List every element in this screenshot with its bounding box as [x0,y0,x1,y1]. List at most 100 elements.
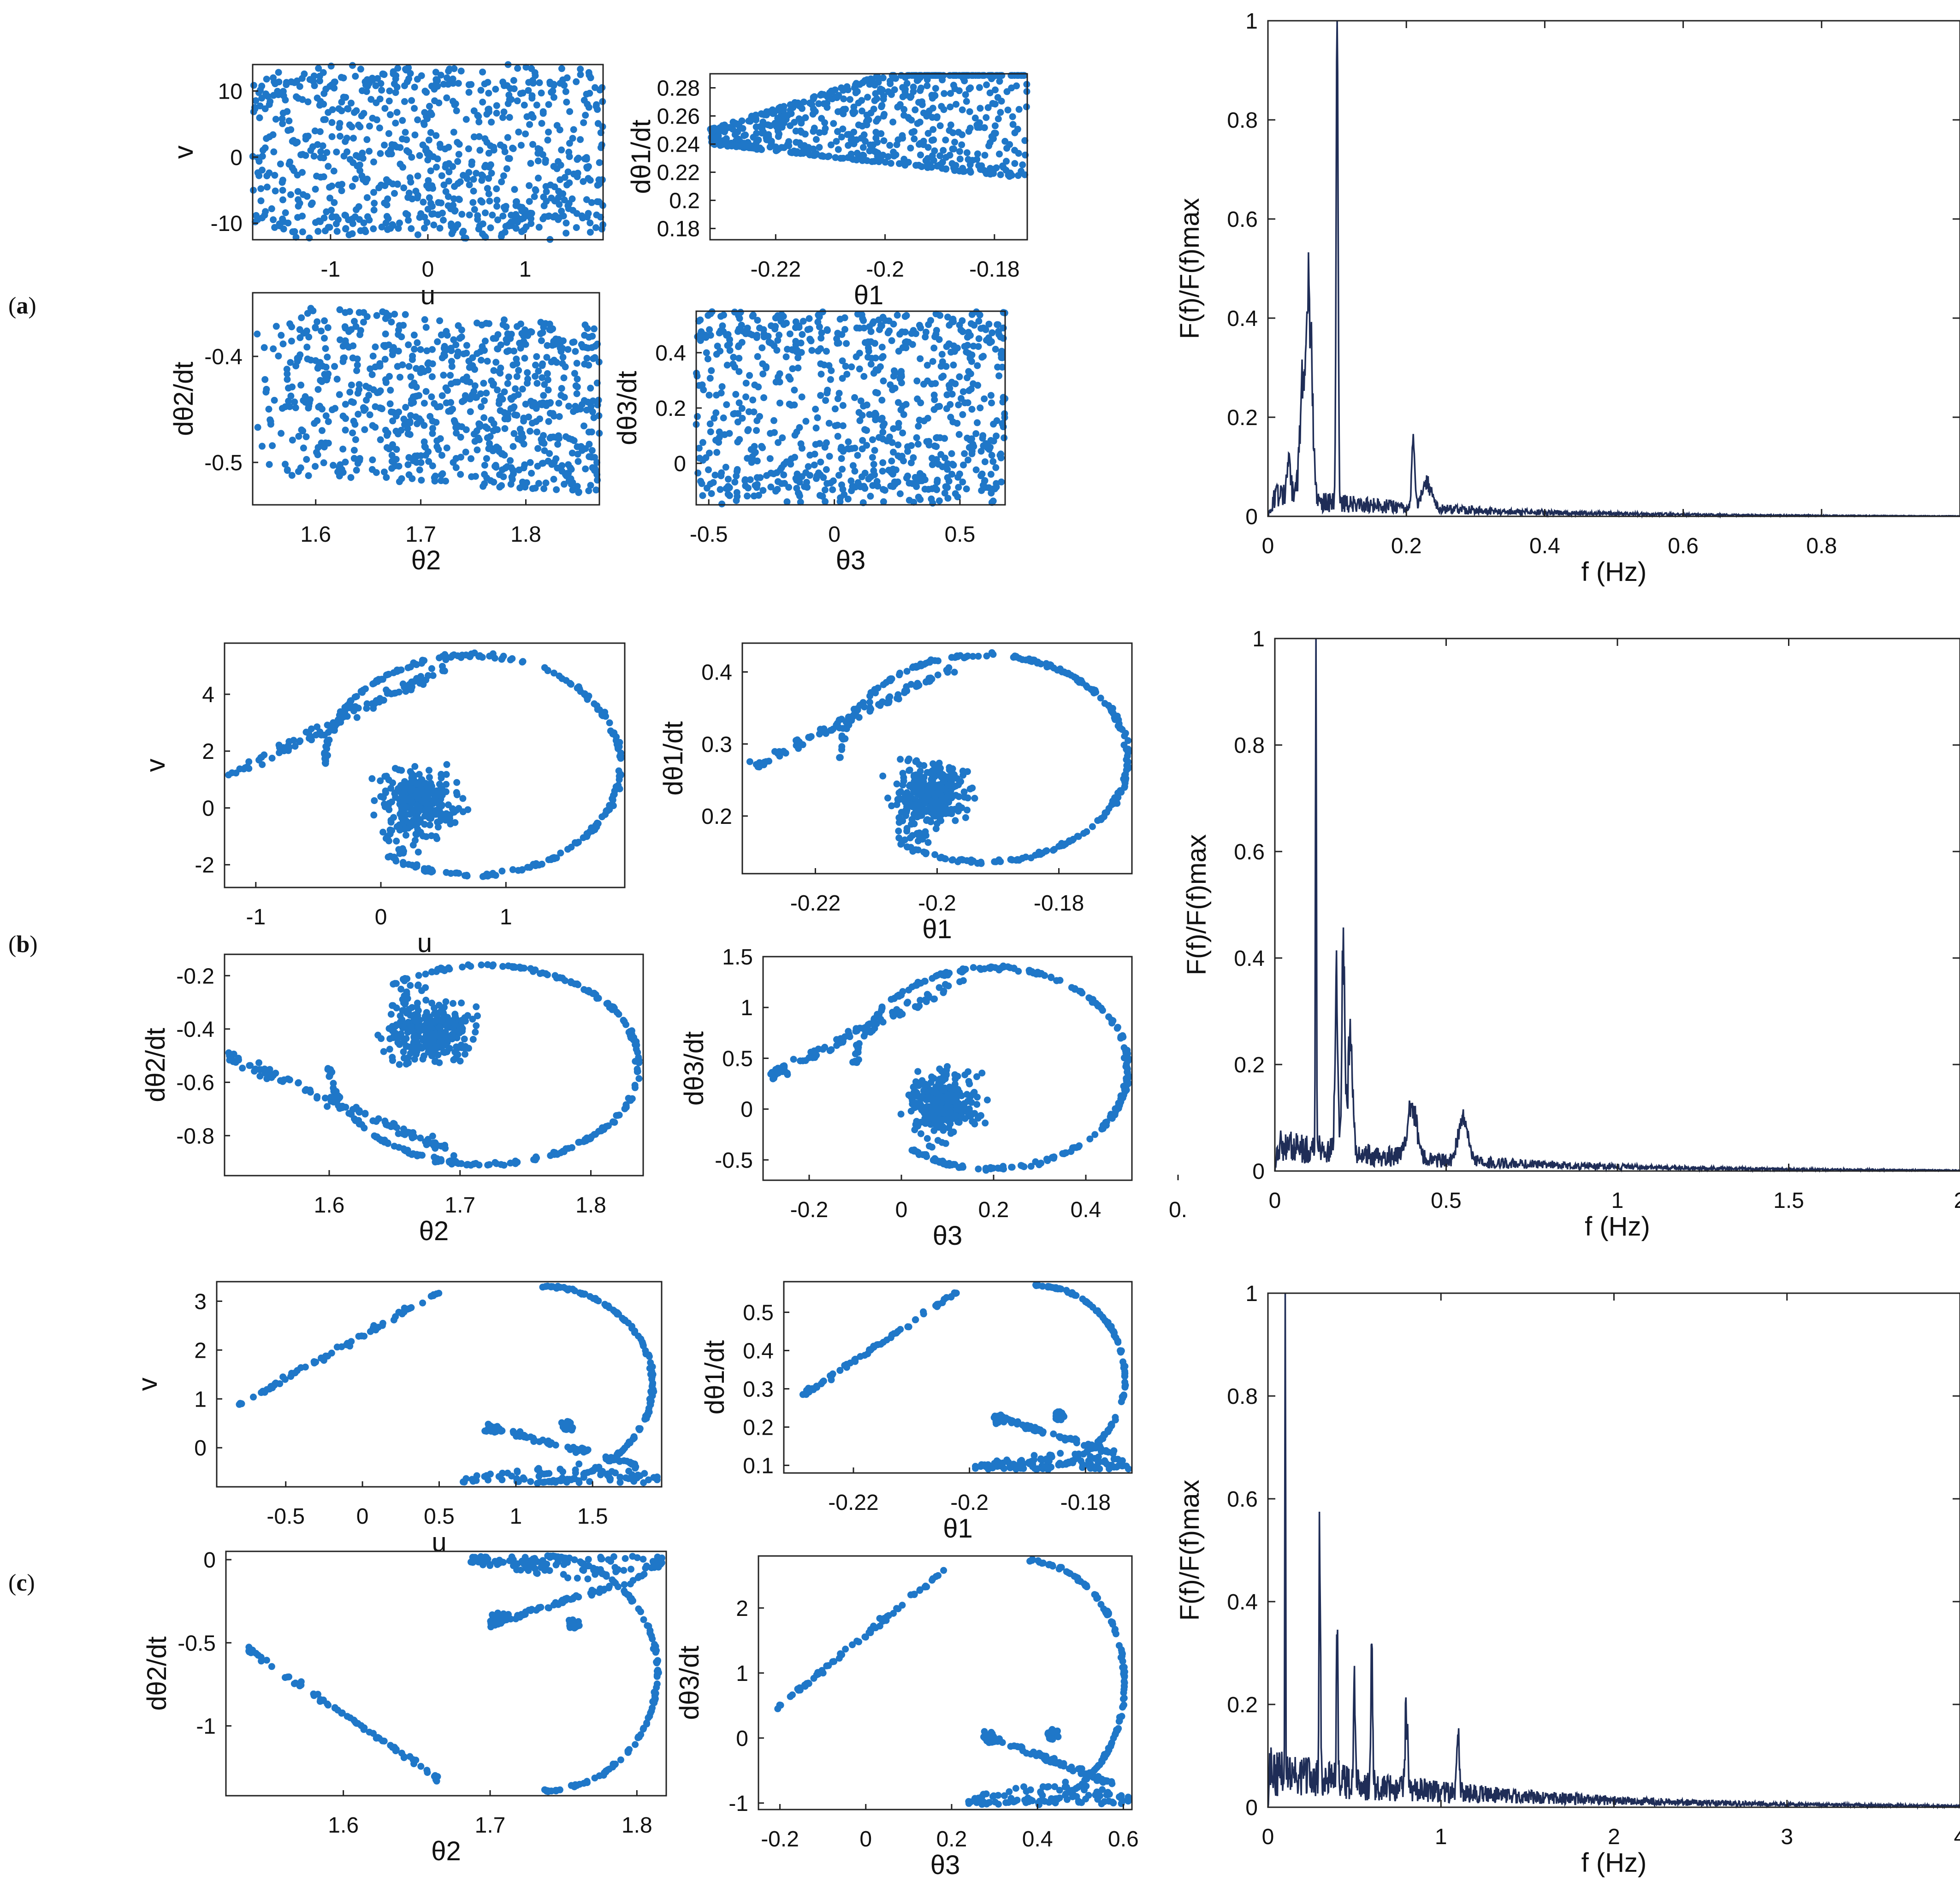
data-point [482,423,489,431]
data-point [834,395,841,402]
data-point [538,89,545,97]
data-point [434,818,441,826]
data-point [967,332,974,339]
data-point [1089,823,1096,830]
data-point [405,1150,413,1157]
data-point [282,96,289,104]
data-point [830,120,837,127]
data-point [824,327,831,334]
data-point [473,170,480,177]
data-point [459,795,467,802]
data-point [909,848,917,855]
data-point [428,393,435,401]
y-tick-label: 0 [202,796,214,821]
data-point [285,397,292,405]
data-point [835,472,842,479]
data-point [373,389,381,396]
data-point [336,124,343,131]
data-point [468,161,475,168]
data-point [381,468,388,476]
data-point [878,103,885,111]
data-point [544,342,551,349]
data-point [943,343,950,350]
data-point [910,772,918,779]
data-point [828,89,835,96]
data-point [330,1084,337,1092]
data-point [1109,709,1116,716]
data-point [412,814,420,821]
data-point [426,413,434,420]
data-point [915,422,922,430]
data-point [576,685,583,692]
data-point [299,169,306,176]
data-point [376,124,383,132]
data-point [476,423,483,430]
data-point [322,345,329,352]
y-tick-label: 0 [674,452,686,476]
data-point [408,97,415,104]
data-point [904,843,911,851]
data-point [947,806,955,813]
data-point [574,483,581,490]
data-point [1066,838,1073,846]
data-point [342,401,349,408]
data-point [798,116,805,124]
data-point [452,464,460,471]
data-point [940,106,947,113]
data-point [469,362,476,369]
data-point [317,148,325,155]
data-point [898,368,905,375]
data-point [494,386,501,394]
data-point [328,133,336,140]
data-point [263,1075,271,1082]
data-point [411,83,418,91]
data-point [286,320,294,327]
data-point [1114,789,1121,797]
data-point [363,396,370,404]
data-point [870,461,877,468]
data-point [858,97,865,104]
data-point [533,428,541,436]
data-point [827,479,834,487]
data-point [994,94,1001,101]
data-point [363,313,371,320]
data-point [924,130,932,137]
data-point [384,226,391,233]
data-point [518,866,526,874]
data-point [473,1003,480,1011]
y-tick-label: 0.4 [655,341,686,366]
data-point [297,151,305,159]
data-point [773,123,780,130]
data-point [525,87,532,94]
data-point [922,157,930,164]
data-point [314,228,322,235]
data-point [396,821,403,828]
data-point [522,130,529,137]
data-point [808,101,816,108]
data-point [937,817,945,824]
data-point [510,430,518,437]
data-point [500,108,508,116]
data-point [873,118,880,125]
data-point [836,315,844,323]
data-point [413,459,420,466]
data-point [445,67,452,75]
data-point [586,453,593,460]
data-point [469,199,477,206]
data-point [471,382,479,390]
data-point [936,152,944,160]
data-point [261,376,269,383]
data-point [588,199,595,206]
data-point [927,317,934,324]
data-point [565,148,573,156]
data-point [981,152,989,159]
data-point [812,150,820,157]
data-point [947,90,954,97]
data-point [366,216,373,224]
data-point [1029,657,1036,664]
data-point [866,692,874,700]
data-point [543,354,551,361]
data-point [585,210,592,217]
data-point [391,854,398,861]
data-point [504,380,511,387]
